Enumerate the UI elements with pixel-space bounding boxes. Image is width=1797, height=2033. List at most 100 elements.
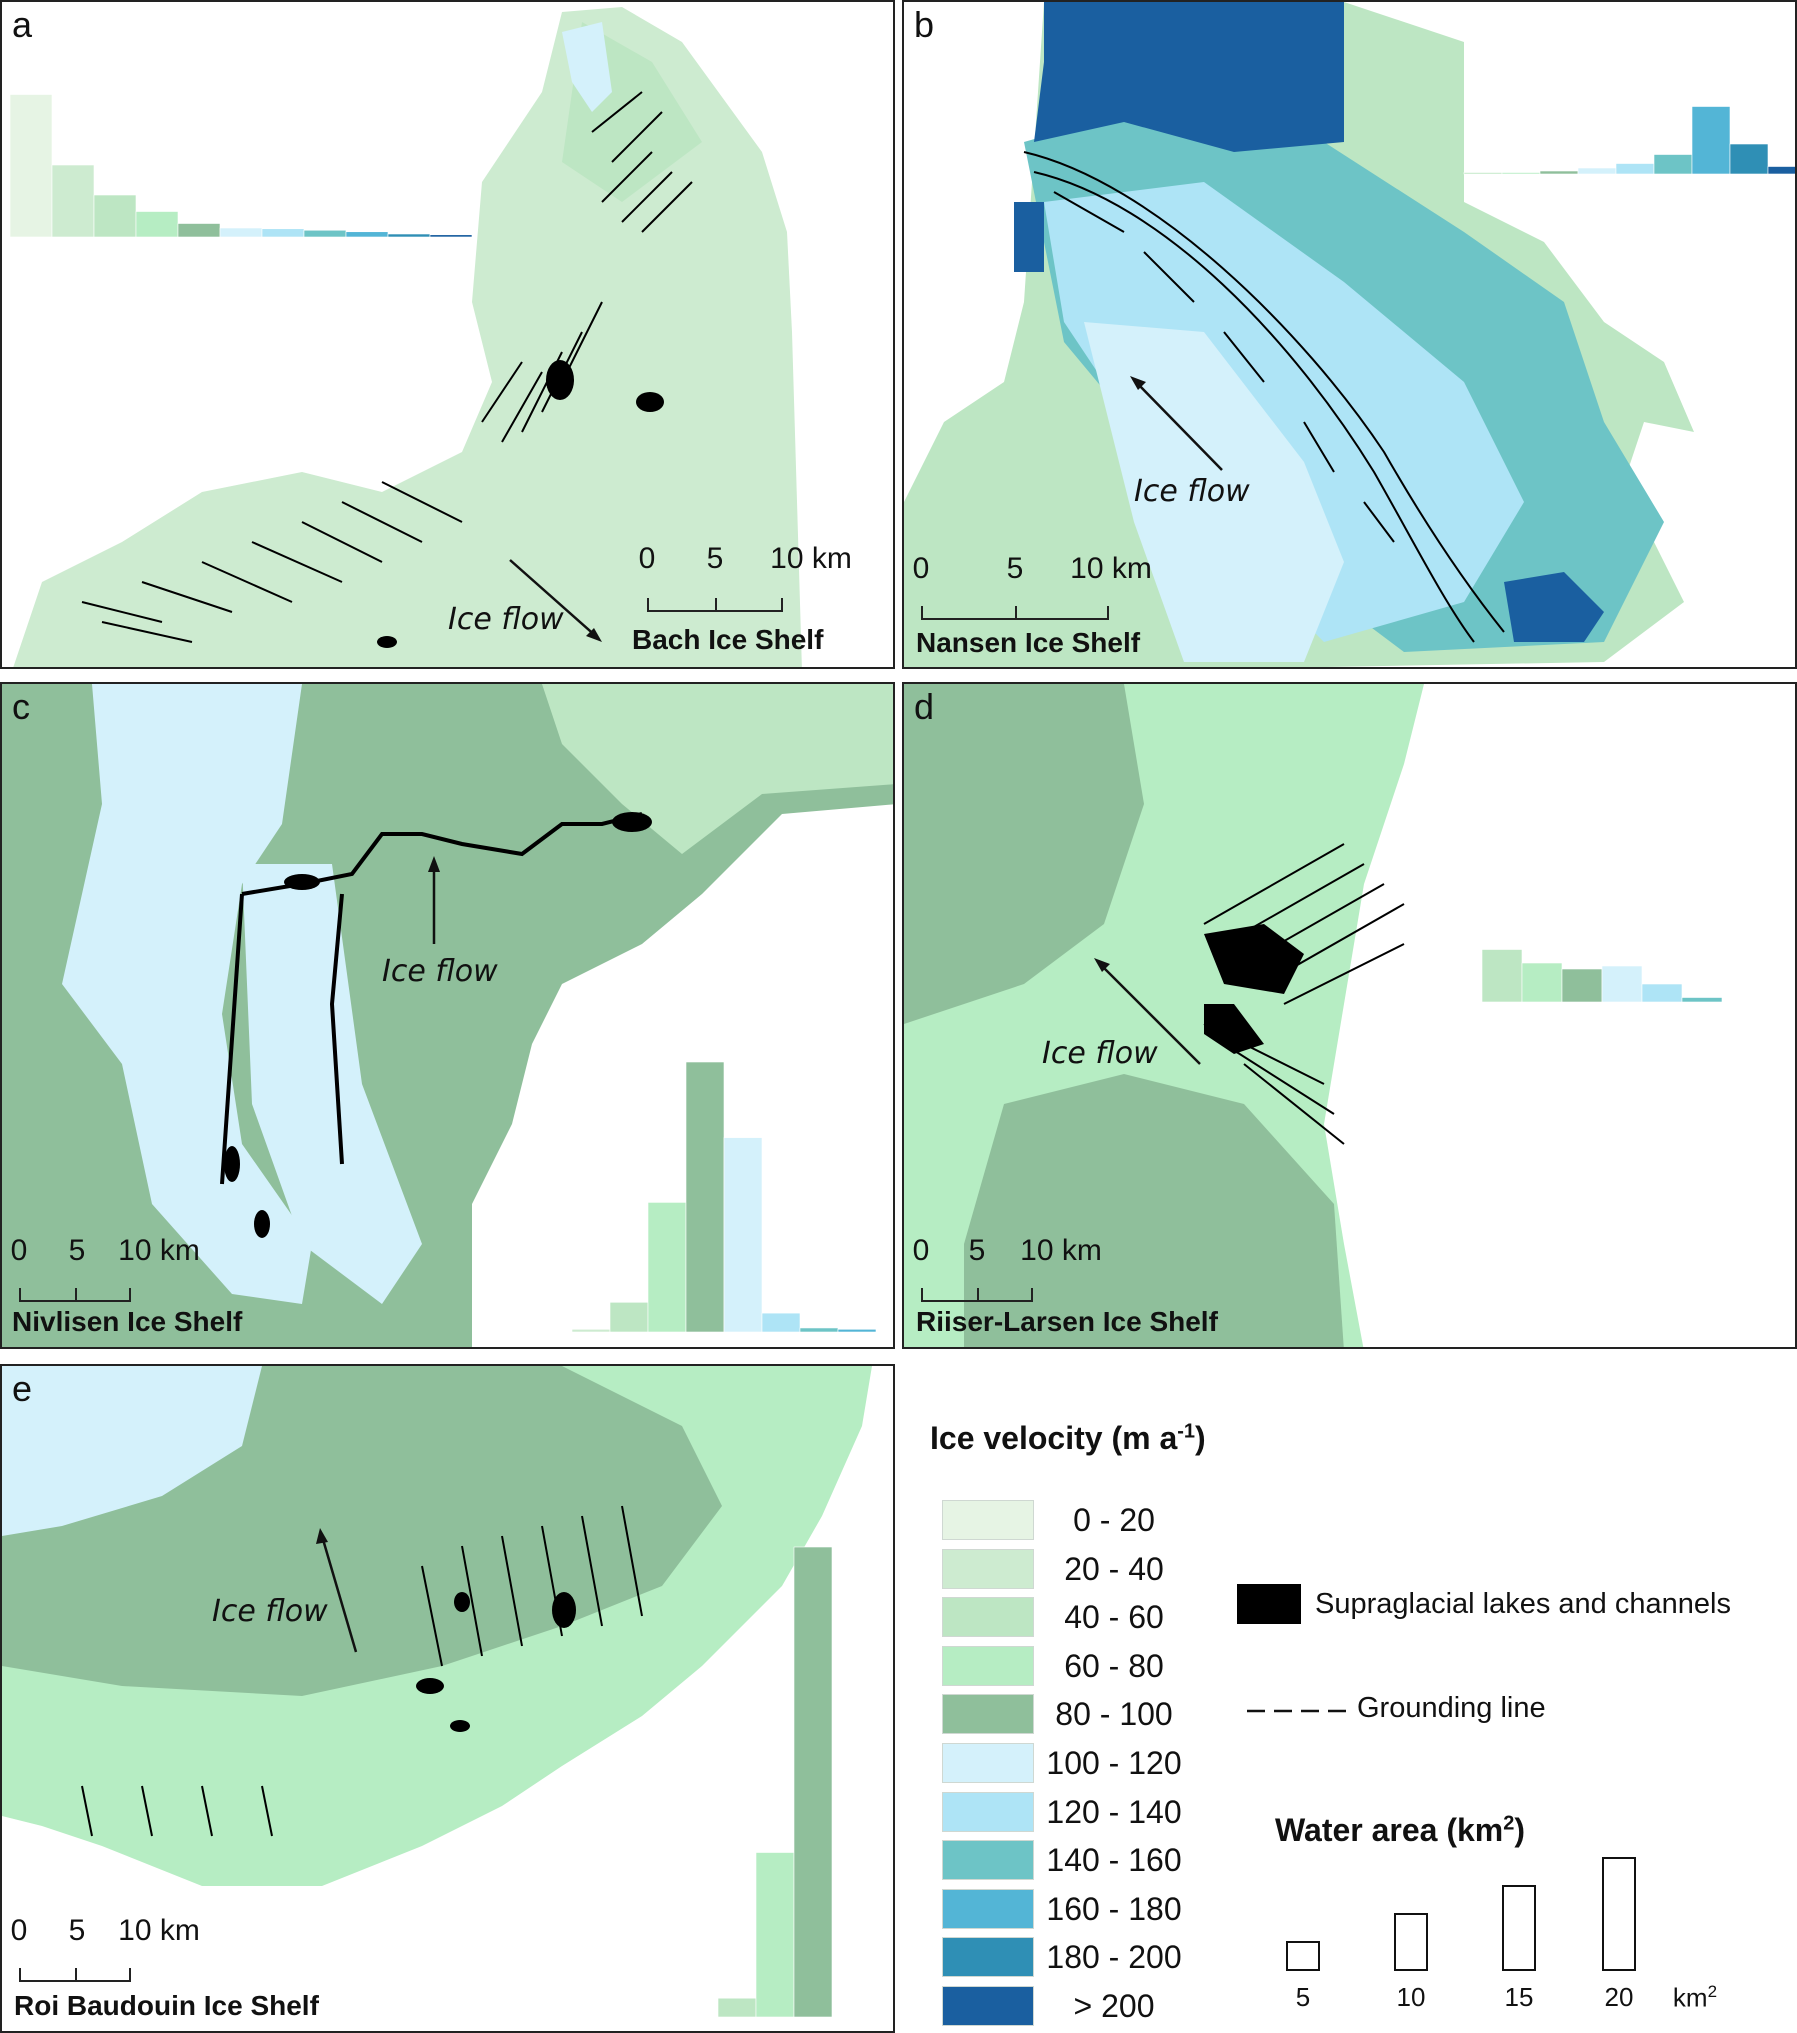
histogram-bar <box>93 194 137 238</box>
ice-velocity-pale <box>2 1366 262 1536</box>
water-area-title: Water area (km2) <box>1275 1812 1526 1848</box>
panel-letter: b <box>914 4 935 45</box>
velocity-label: 0 - 20 <box>1073 1502 1155 1538</box>
scale-tick <box>75 1968 77 1982</box>
lakes-legend-swatch <box>1237 1584 1301 1624</box>
histogram-bar <box>717 1997 757 2018</box>
scale-tick <box>19 1968 21 1982</box>
histogram-bar <box>51 164 95 238</box>
scale-tick <box>647 598 649 612</box>
histogram-bar <box>1767 166 1795 175</box>
histogram-bar <box>345 231 389 238</box>
histogram-bar <box>647 1202 687 1333</box>
panel-letter: a <box>12 4 33 45</box>
flow-arrow <box>316 1528 358 1653</box>
histogram-bar <box>135 211 179 238</box>
ice-velocity-dark <box>2 1366 722 1696</box>
histogram-bar <box>755 1852 795 2018</box>
water-size-15: 15 <box>1504 1982 1534 2012</box>
shelf-name: Riiser-Larsen Ice Shelf <box>916 1306 1218 1337</box>
shelf-name: Bach Ice Shelf <box>632 624 824 655</box>
velocity-class-row: 80 - 100 <box>942 1694 1242 1735</box>
scale-tick <box>1015 606 1017 620</box>
map-nivlisen <box>2 684 893 1347</box>
histogram-bar <box>761 1312 801 1333</box>
scale-tick-10: 10 km <box>118 1234 200 1267</box>
velocity-swatch <box>942 1597 1034 1638</box>
water-box-5 <box>1286 1941 1320 1971</box>
velocity-legend-title: Ice velocity (m a-1) <box>930 1420 1206 1456</box>
velocity-class-row: > 200 <box>942 1986 1242 2026</box>
shelf-name: Roi Baudouin Ice Shelf <box>14 1990 319 2021</box>
map-riiser-larsen <box>904 684 1723 1347</box>
histogram-bar <box>1561 968 1603 1003</box>
histogram-bar <box>793 1546 833 2018</box>
histogram-bar <box>219 227 263 238</box>
velocity-label: 80 - 100 <box>1055 1696 1173 1733</box>
ice-velocity-pale <box>1084 322 1344 662</box>
histogram-bar <box>1577 167 1617 175</box>
histogram-bar <box>685 1061 725 1333</box>
scale-tick-10: 10 km <box>1070 552 1152 585</box>
histogram-bar <box>1501 172 1541 175</box>
shelf-name: Nansen Ice Shelf <box>916 627 1141 658</box>
panel-letter: e <box>12 1368 33 1409</box>
panel-e-roi-baudouin: e Ice flow 0 5 10 km Roi Baudouin Ice Sh… <box>0 1364 895 2033</box>
velocity-class-row: 0 - 20 <box>942 1500 1242 1540</box>
histogram-bar <box>837 1328 877 1333</box>
velocity-class-row: 20 - 40 <box>942 1548 1242 1589</box>
water-size-10: 10 <box>1396 1982 1426 2012</box>
velocity-class-row: 60 - 80 <box>942 1645 1242 1686</box>
velocity-label: 40 - 60 <box>1064 1599 1164 1636</box>
water-box-20 <box>1602 1857 1636 1971</box>
scale-tick <box>129 1968 131 1982</box>
scale-bar: 0 5 10 km <box>11 1914 200 1982</box>
scale-tick-0: 0 <box>10 1234 28 1267</box>
velocity-swatch <box>942 1791 1034 1832</box>
map-nansen <box>904 2 1795 667</box>
scale-tick-5: 5 <box>68 1914 86 1947</box>
velocity-label: 160 - 180 <box>1046 1890 1182 1927</box>
water-box-10 <box>1394 1913 1428 1971</box>
ocean <box>472 804 893 1347</box>
histogram-d <box>1481 949 1723 1003</box>
ice-velocity-dark-north <box>904 684 1144 1024</box>
panel-letter: c <box>12 686 30 727</box>
panel-c-nivlisen: c Ice flow 0 5 10 km Nivlisen Ice Shelf <box>0 682 895 1349</box>
lake <box>636 392 664 412</box>
histogram-bar <box>1653 154 1693 175</box>
supraglacial-channels <box>220 812 643 1185</box>
flow-arrow <box>1130 376 1223 471</box>
velocity-swatch <box>942 1548 1034 1589</box>
scale-tick-0: 0 <box>10 1914 28 1947</box>
scale-tick <box>921 606 923 620</box>
velocity-swatch <box>942 1694 1034 1735</box>
velocity-swatch <box>942 1986 1034 2026</box>
histogram-e <box>717 1546 833 2018</box>
lakes-legend-label: Supraglacial lakes and channels <box>1315 1588 1731 1620</box>
flow-arrow <box>1094 958 1201 1065</box>
velocity-swatch <box>942 1500 1034 1540</box>
histogram-bar <box>303 229 347 238</box>
histogram-bar <box>1729 143 1769 175</box>
velocity-label: > 200 <box>1073 1988 1155 2024</box>
histogram-a <box>9 94 473 238</box>
ice-velocity-light <box>542 684 893 854</box>
supraglacial-lakes <box>1204 924 1304 994</box>
velocity-swatch <box>942 1645 1034 1686</box>
histogram-bar <box>9 94 53 238</box>
grounding-line-label: Grounding line <box>1357 1692 1546 1724</box>
histogram-bar <box>261 228 305 238</box>
histogram-bar <box>177 223 221 238</box>
histogram-bar <box>1521 962 1563 1003</box>
shelf-name: Nivlisen Ice Shelf <box>12 1306 243 1337</box>
scale-tick <box>75 1288 77 1302</box>
velocity-class-row: 160 - 180 <box>942 1888 1242 1929</box>
velocity-class-row: 140 - 160 <box>942 1840 1242 1881</box>
scale-tick <box>921 1288 923 1302</box>
scale-tick <box>715 598 717 612</box>
scale-tick <box>781 598 783 612</box>
histogram-bar <box>387 233 431 238</box>
supraglacial-lakes <box>1204 1004 1264 1054</box>
panel-d-riiser-larsen: d Ice flow 0 5 10 km Riiser-Larsen Ice S… <box>902 682 1797 1349</box>
